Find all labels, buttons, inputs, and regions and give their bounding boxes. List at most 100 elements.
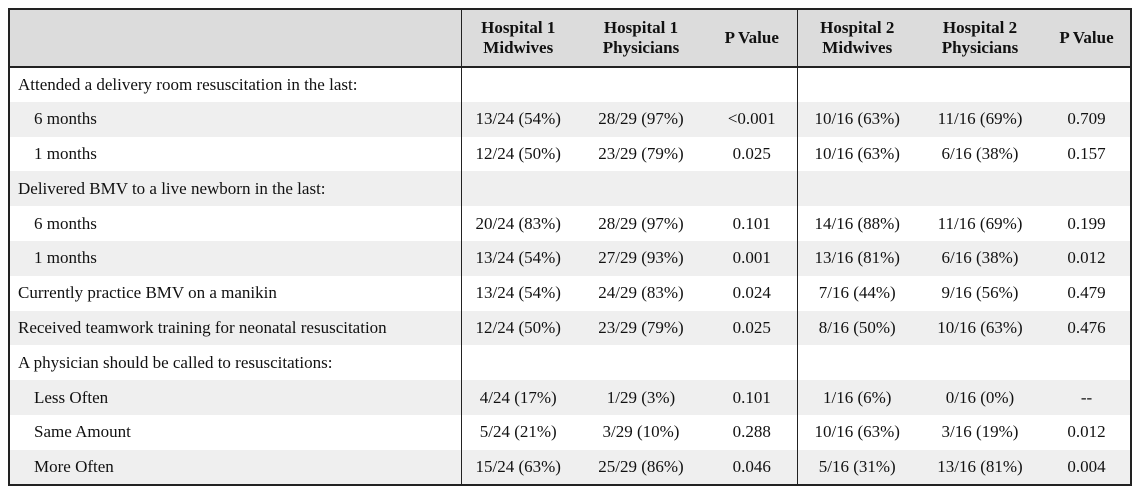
header-hospital2-physicians-line2: Physicians: [941, 38, 1019, 57]
cell-h1-physicians: 23/29 (79%): [575, 310, 707, 346]
cell-pvalue-2: 0.476: [1043, 310, 1131, 346]
cell-h2-physicians: 10/16 (63%): [917, 310, 1043, 346]
cell-pvalue-2: 0.012: [1043, 414, 1131, 450]
cell-h2-physicians: 6/16 (38%): [917, 136, 1043, 172]
cell-pvalue-1: 0.101: [707, 206, 797, 241]
table-row: A physician should be called to resuscit…: [9, 345, 1131, 381]
row-label: 1 months: [9, 240, 461, 276]
cell-h2-midwives: 7/16 (44%): [796, 275, 917, 311]
cell-pvalue-1: [707, 67, 797, 102]
row-label: A physician should be called to resuscit…: [9, 345, 461, 381]
cell-pvalue-1: <0.001: [707, 101, 797, 137]
cell-pvalue-1: 0.288: [707, 414, 797, 450]
cell-h1-physicians: [575, 345, 707, 381]
header-hospital2-physicians-line1: Hospital 2: [942, 18, 1018, 37]
cell-pvalue-1: [707, 345, 797, 381]
table-row: 6 months 20/24 (83%) 28/29 (97%) 0.101 1…: [9, 206, 1131, 241]
cell-h1-midwives: [460, 67, 575, 102]
header-hospital1-midwives-line1: Hospital 1: [481, 18, 556, 37]
cell-h2-midwives: 10/16 (63%): [796, 414, 917, 450]
cell-h1-midwives: [460, 171, 575, 207]
cell-h1-midwives: 5/24 (21%): [460, 414, 575, 450]
row-label: Currently practice BMV on a manikin: [9, 275, 461, 311]
cell-h1-midwives: 4/24 (17%): [460, 380, 575, 415]
cell-h2-midwives: 5/16 (31%): [796, 449, 917, 485]
header-hospital2-midwives-line1: Hospital 2: [820, 18, 895, 37]
row-label: 6 months: [9, 206, 461, 241]
cell-h1-physicians: 25/29 (86%): [575, 449, 707, 485]
cell-pvalue-2: --: [1043, 380, 1131, 415]
table-row: Delivered BMV to a live newborn in the l…: [9, 171, 1131, 207]
cell-pvalue-2: [1043, 67, 1131, 102]
row-label: Less Often: [9, 380, 461, 415]
cell-pvalue-1: 0.025: [707, 136, 797, 172]
cell-h2-midwives: [796, 171, 917, 207]
cell-pvalue-2: [1043, 345, 1131, 381]
cell-h2-midwives: 13/16 (81%): [796, 240, 917, 276]
table-row: Less Often 4/24 (17%) 1/29 (3%) 0.101 1/…: [9, 380, 1131, 415]
header-hospital1-physicians-line1: Hospital 1: [603, 18, 679, 37]
cell-h2-physicians: 13/16 (81%): [917, 449, 1043, 485]
row-label: 6 months: [9, 101, 461, 137]
cell-h2-midwives: [796, 67, 917, 102]
cell-h1-physicians: [575, 171, 707, 207]
header-hospital1-physicians-line2: Physicians: [602, 38, 680, 57]
table-row: 1 months 12/24 (50%) 23/29 (79%) 0.025 1…: [9, 136, 1131, 172]
cell-pvalue-2: 0.012: [1043, 240, 1131, 276]
header-hospital2-physicians: Hospital 2 Physicians: [917, 9, 1043, 68]
cell-pvalue-1: 0.046: [707, 449, 797, 485]
cell-h2-physicians: [917, 171, 1043, 207]
cell-h1-midwives: 12/24 (50%): [460, 310, 575, 346]
cell-h2-physicians: 6/16 (38%): [917, 240, 1043, 276]
cell-h1-physicians: 23/29 (79%): [575, 136, 707, 172]
row-label: More Often: [9, 449, 461, 485]
cell-pvalue-2: 0.199: [1043, 206, 1131, 241]
cell-h2-physicians: [917, 345, 1043, 381]
cell-pvalue-1: 0.025: [707, 310, 797, 346]
cell-h2-midwives: 1/16 (6%): [796, 380, 917, 415]
cell-h2-physicians: 3/16 (19%): [917, 414, 1043, 450]
cell-h1-physicians: 1/29 (3%): [575, 380, 707, 415]
results-table: Hospital 1 Midwives Hospital 1 Physician…: [8, 8, 1132, 486]
header-pvalue-1: P Value: [707, 9, 797, 68]
header-hospital1-physicians: Hospital 1 Physicians: [575, 9, 707, 68]
header-corner: [9, 9, 461, 68]
cell-pvalue-1: 0.001: [707, 240, 797, 276]
cell-h1-midwives: 13/24 (54%): [460, 275, 575, 311]
header-hospital1-midwives: Hospital 1 Midwives: [460, 9, 575, 68]
cell-h1-midwives: 12/24 (50%): [460, 136, 575, 172]
cell-h1-midwives: [460, 345, 575, 381]
table-container: Hospital 1 Midwives Hospital 1 Physician…: [8, 8, 1132, 486]
cell-pvalue-2: 0.479: [1043, 275, 1131, 311]
row-label: Delivered BMV to a live newborn in the l…: [9, 171, 461, 207]
cell-h1-physicians: [575, 67, 707, 102]
table-row: Received teamwork training for neonatal …: [9, 310, 1131, 346]
cell-h2-midwives: [796, 345, 917, 381]
cell-h2-midwives: 10/16 (63%): [796, 101, 917, 137]
table-row: Currently practice BMV on a manikin 13/2…: [9, 275, 1131, 311]
cell-h1-midwives: 20/24 (83%): [460, 206, 575, 241]
table-row: 1 months 13/24 (54%) 27/29 (93%) 0.001 1…: [9, 240, 1131, 276]
header-hospital2-midwives-line2: Midwives: [822, 38, 893, 57]
cell-h1-physicians: 28/29 (97%): [575, 101, 707, 137]
header-hospital1-midwives-line2: Midwives: [483, 38, 554, 57]
cell-pvalue-1: 0.024: [707, 275, 797, 311]
header-pvalue-2: P Value: [1043, 9, 1131, 68]
cell-h1-physicians: 28/29 (97%): [575, 206, 707, 241]
cell-h1-midwives: 13/24 (54%): [460, 101, 575, 137]
cell-h2-midwives: 14/16 (88%): [796, 206, 917, 241]
table-row: 6 months 13/24 (54%) 28/29 (97%) <0.001 …: [9, 101, 1131, 137]
header-row: Hospital 1 Midwives Hospital 1 Physician…: [9, 9, 1131, 68]
cell-h1-midwives: 15/24 (63%): [460, 449, 575, 485]
row-label: 1 months: [9, 136, 461, 172]
cell-h2-physicians: 11/16 (69%): [917, 101, 1043, 137]
cell-pvalue-1: 0.101: [707, 380, 797, 415]
cell-pvalue-2: 0.709: [1043, 101, 1131, 137]
row-label: Same Amount: [9, 414, 461, 450]
row-label: Attended a delivery room resuscitation i…: [9, 67, 461, 102]
cell-h2-midwives: 10/16 (63%): [796, 136, 917, 172]
cell-h1-physicians: 3/29 (10%): [575, 414, 707, 450]
header-hospital2-midwives: Hospital 2 Midwives: [796, 9, 917, 68]
cell-pvalue-2: 0.004: [1043, 449, 1131, 485]
table-row: Attended a delivery room resuscitation i…: [9, 67, 1131, 102]
